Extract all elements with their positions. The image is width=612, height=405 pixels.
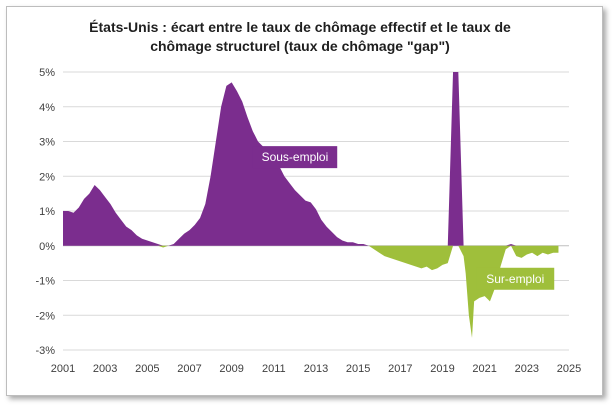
x-tick-label: 2007 <box>177 363 201 375</box>
y-tick-label: -3% <box>35 345 55 357</box>
y-tick-label: 0% <box>39 241 55 253</box>
chart-title-line-1: États-Unis : écart entre le taux de chôm… <box>89 19 511 35</box>
annotation-label: Sous-emploi <box>262 150 329 164</box>
y-tick-label: 1% <box>39 206 55 218</box>
x-tick-label: 2013 <box>304 363 328 375</box>
x-tick-label: 2023 <box>515 363 539 375</box>
x-tick-label: 2021 <box>472 363 496 375</box>
annotation-box <box>476 267 555 290</box>
x-tick-label: 2005 <box>135 363 159 375</box>
annotation-label: Sur-emploi <box>486 272 544 286</box>
positive-gap-area <box>63 72 559 246</box>
area-series <box>63 72 559 338</box>
y-tick-label: -1% <box>35 276 55 288</box>
x-tick-label: 2017 <box>388 363 412 375</box>
y-tick-label: 3% <box>39 137 55 149</box>
annotation-box <box>252 146 338 169</box>
x-tick-label: 2003 <box>93 363 117 375</box>
x-tick-label: 2015 <box>346 363 370 375</box>
x-axis: 2001 2003 2005 2007 2009 2011 2013 2015 2017 2019… <box>51 363 581 375</box>
y-tick-label: 5% <box>39 67 55 79</box>
y-tick-label: 2% <box>39 171 55 183</box>
y-tick-label: -2% <box>35 310 55 322</box>
x-tick-label: 2009 <box>219 363 243 375</box>
negative-gap-area <box>63 245 559 338</box>
chart-title-line-2: chômage structurel (taux de chômage "gap… <box>150 38 450 54</box>
x-tick-label: 2019 <box>430 363 454 375</box>
y-axis: -3% -2% -1% 0% 1% 2% 3% 4% 5% <box>35 67 55 357</box>
x-tick-label: 2001 <box>51 363 75 375</box>
x-tick-label: 2025 <box>557 363 581 375</box>
annotations: Sous-emploi Sur-emploi <box>252 146 555 290</box>
x-tick-label: 2011 <box>262 363 286 375</box>
y-tick-label: 4% <box>39 102 55 114</box>
